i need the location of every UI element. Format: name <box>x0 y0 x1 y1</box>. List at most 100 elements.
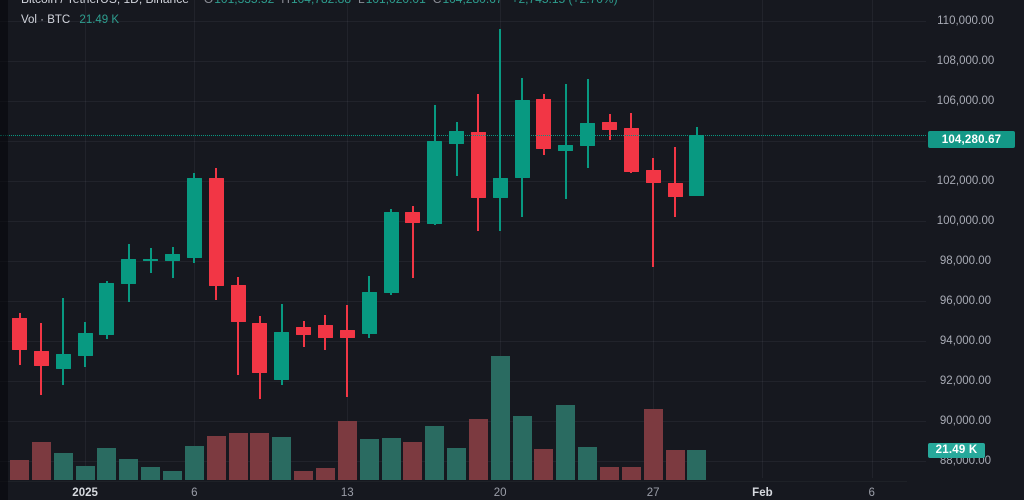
candle <box>317 325 333 338</box>
candle <box>33 351 49 366</box>
candle-wick <box>499 29 502 231</box>
candle <box>274 332 290 380</box>
time-axis-label: 2025 <box>72 487 98 499</box>
ohlc-values: O101,335.52 H104,782.88 L101,020.01 C104,28… <box>197 0 503 6</box>
volume-bar <box>272 437 292 480</box>
time-axis[interactable]: 2025 6 13 20 27 Feb 6 <box>0 481 1024 500</box>
volume-bar <box>534 449 554 480</box>
gridline-h <box>0 101 926 102</box>
price-axis-label: 108,000.00 <box>936 55 995 67</box>
candle <box>143 259 159 261</box>
volume-bar <box>184 445 204 480</box>
candle <box>77 333 93 356</box>
candle-wick <box>455 122 458 176</box>
candle <box>99 283 115 335</box>
candle-wick <box>652 158 655 267</box>
volume-bar <box>119 459 139 480</box>
price-axis-label: 90,000.00 <box>939 415 992 427</box>
time-axis-label: 6 <box>868 487 875 499</box>
candle-wick <box>411 206 414 278</box>
candle-wick <box>346 305 349 397</box>
candle <box>536 99 552 149</box>
ohlc-label: C <box>433 0 442 6</box>
candle <box>558 145 574 151</box>
ohlc-value: 104,782.88 <box>291 0 351 6</box>
volume-bar <box>141 467 161 480</box>
candle <box>645 170 661 183</box>
volume-legend[interactable]: Vol · BTC 21.49 K <box>21 13 119 28</box>
volume-legend-label: Vol · BTC <box>21 14 71 26</box>
time-axis-label: 20 <box>493 487 507 499</box>
candle-wick <box>674 147 676 217</box>
candle-wick <box>171 247 174 278</box>
volume-bar <box>621 467 641 480</box>
candle <box>449 131 464 144</box>
candle <box>492 178 508 198</box>
volume-bar <box>403 442 423 480</box>
candle <box>361 292 377 334</box>
volume-bar <box>31 442 51 480</box>
gridline-h <box>0 181 926 182</box>
ohlc-value: 101,020.01 <box>366 0 426 6</box>
volume-bar <box>75 466 95 480</box>
gridline-v <box>871 0 873 478</box>
gridline-v <box>85 0 87 478</box>
symbol-title: Bitcoin / TetherUS, 1D, Binance <box>21 0 189 6</box>
candle <box>186 178 202 258</box>
candle <box>383 212 399 293</box>
last-price-badge: 104,280.67 <box>928 131 1015 148</box>
candle <box>689 135 705 196</box>
price-axis-label: 88,000.00 <box>939 455 992 467</box>
gridline-h <box>0 21 926 22</box>
ohlc-label: O <box>204 0 213 6</box>
candle <box>470 132 486 198</box>
gridline-h <box>0 221 926 222</box>
candle <box>623 128 639 172</box>
volume-bar <box>425 426 445 480</box>
time-axis-separator <box>0 481 907 482</box>
candle <box>12 318 27 350</box>
candle <box>667 183 683 197</box>
volume-bar <box>643 408 663 480</box>
candle <box>602 122 617 130</box>
candle <box>165 254 180 261</box>
candle <box>514 100 530 178</box>
price-axis-label: 98,000.00 <box>939 255 992 267</box>
time-axis-label: Feb <box>752 487 773 499</box>
volume-bar <box>359 439 379 480</box>
ohlc-label: H <box>281 0 290 6</box>
change-value: +2,745.15 (+2.70%) <box>512 0 618 6</box>
last-price-line <box>0 135 926 136</box>
gridline-h <box>0 301 926 302</box>
gridline-h <box>0 341 926 342</box>
left-edge-shade <box>0 0 8 500</box>
symbol-legend[interactable]: Bitcoin / TetherUS, 1D, Binance O101,335.… <box>21 0 618 6</box>
candle <box>296 327 312 335</box>
gridline-h <box>0 381 926 382</box>
candle <box>252 323 268 373</box>
last-volume-badge: 21.49 K <box>928 442 985 458</box>
volume-bar <box>97 448 117 480</box>
price-axis-label: 110,000.00 <box>937 15 994 27</box>
candle <box>339 330 355 338</box>
volume-bar <box>10 460 29 480</box>
candle <box>121 259 137 284</box>
volume-bar <box>600 467 619 480</box>
volume-bar <box>250 433 270 480</box>
volume-bar <box>468 419 488 480</box>
volume-bar <box>294 471 314 480</box>
ohlc-value: 101,335.52 <box>214 0 274 6</box>
candle <box>405 212 421 223</box>
volume-bar <box>447 448 466 480</box>
volume-bar <box>337 420 357 480</box>
gridline-h <box>0 261 926 262</box>
price-axis-label: 96,000.00 <box>939 295 992 307</box>
price-axis[interactable]: 110,000.00 108,000.00 106,000.00 102,000.00… <box>907 0 1024 481</box>
ohlc-label: L <box>358 0 365 6</box>
ohlc-value: 104,280.67 <box>442 0 502 6</box>
price-axis-label: 102,000.00 <box>936 175 995 187</box>
time-axis-label: 13 <box>340 487 354 499</box>
candle-wick <box>564 84 567 199</box>
